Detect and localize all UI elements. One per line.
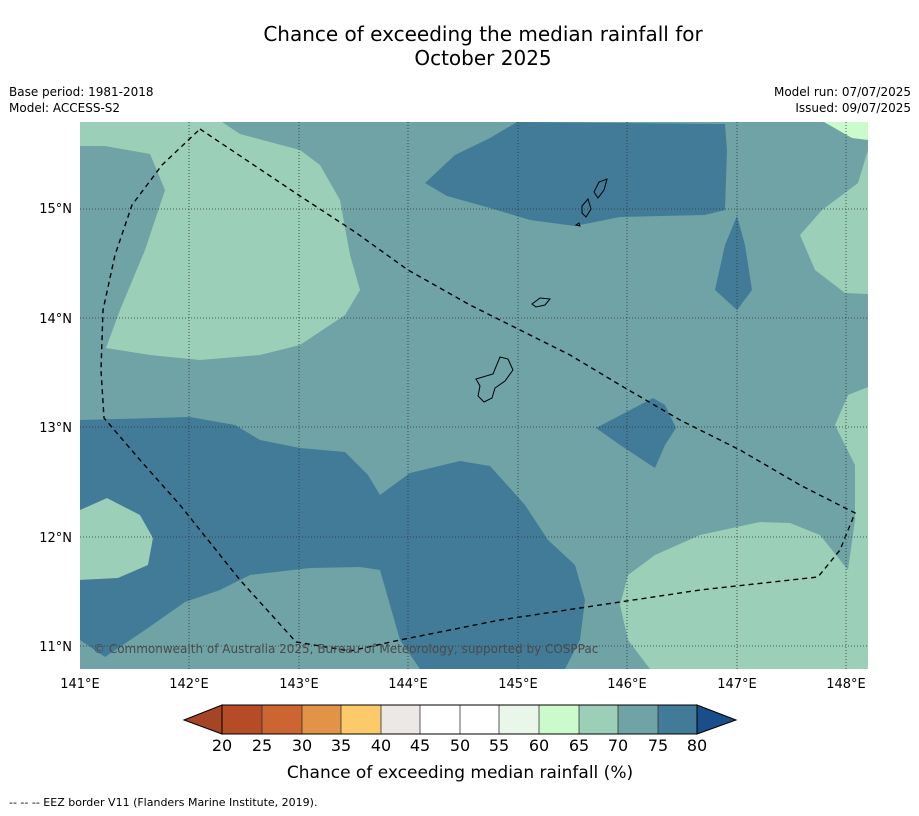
- colorbar-tick-45: 45: [410, 736, 430, 755]
- meta-left: Base period: 1981-2018 Model: ACCESS-S2: [9, 84, 154, 116]
- model-run-text: Model run: 07/07/2025: [773, 85, 911, 99]
- x-tick-147: 147°E: [717, 677, 757, 692]
- colorbar-30-35: [302, 705, 341, 734]
- colorbar-40-45: [381, 705, 420, 734]
- contour-65-70-northwest: [80, 122, 360, 360]
- colorbar-high-extension: [696, 704, 738, 735]
- x-tick-142: 142°E: [169, 677, 209, 692]
- base-period-text: Base period: 1981-2018: [9, 85, 154, 99]
- colorbar-tick-35: 35: [331, 736, 351, 755]
- colorbar-35-40: [341, 705, 381, 734]
- model-text: Model: ACCESS-S2: [9, 101, 121, 115]
- meta-right: Model run: 07/07/2025 Issued: 09/07/2025: [774, 84, 911, 116]
- x-tick-145: 145°E: [498, 677, 538, 692]
- colorbar-tick-60: 60: [529, 736, 549, 755]
- colorbar: 20 25 30 35 40 45 50 55 60 65 70 75 80 C…: [182, 704, 738, 783]
- colorbar-outline: [221, 704, 698, 735]
- island-tinian: [581, 197, 592, 218]
- contour-75-80-south: [80, 417, 585, 669]
- map-plot-area: [80, 122, 868, 669]
- y-tick-15n: 15°N: [39, 202, 72, 217]
- colorbar-tick-30: 30: [292, 736, 312, 755]
- y-tick-14n: 14°N: [39, 312, 72, 327]
- colorbar-20-25: [222, 705, 262, 734]
- island-guam: [475, 356, 514, 403]
- colorbar-tick-50: 50: [450, 736, 470, 755]
- x-tick-144: 144°E: [388, 677, 428, 692]
- x-tick-146: 146°E: [607, 677, 647, 692]
- contour-65-70-west: [80, 498, 153, 580]
- island-rota: [531, 297, 551, 308]
- colorbar-55-60: [499, 705, 539, 734]
- colorbar-60-65: [539, 705, 579, 734]
- island-aguijan: [574, 222, 581, 227]
- colorbar-dividers: [261, 705, 659, 734]
- colorbar-tick-20: 20: [212, 736, 232, 755]
- y-tick-13n: 13°N: [39, 421, 72, 436]
- map-title-line2: October 2025: [414, 46, 552, 70]
- colorbar-low-extension: [182, 704, 223, 735]
- contour-75-80-north: [425, 122, 727, 226]
- island-saipan: [593, 178, 608, 199]
- colorbar-tick-80: 80: [687, 736, 707, 755]
- colorbar-65-70: [579, 705, 618, 734]
- colorbar-tick-65: 65: [569, 736, 589, 755]
- contour-65-70-southeast: [620, 387, 868, 669]
- colorbar-ticks: 20 25 30 35 40 45 50 55 60 65 70 75 80: [212, 736, 707, 755]
- x-tick-143: 143°E: [279, 677, 319, 692]
- y-tick-12n: 12°N: [39, 531, 72, 546]
- colorbar-45-50: [420, 705, 460, 734]
- colorbar-25-30: [262, 705, 302, 734]
- colorbar-label: Chance of exceeding median rainfall (%): [287, 763, 633, 783]
- colorbar-tick-70: 70: [608, 736, 628, 755]
- x-axis-labels: 141°E 142°E 143°E 144°E 145°E 146°E 147°…: [60, 677, 866, 692]
- contour-75-80-central: [596, 398, 676, 468]
- gridlines: [80, 122, 868, 669]
- colorbar-tick-25: 25: [252, 736, 272, 755]
- eez-footnote: -- -- -- EEZ border V11 (Flanders Marine…: [9, 796, 318, 809]
- map-title: Chance of exceeding the median rainfall …: [0, 22, 919, 70]
- y-axis-labels: 15°N 14°N 13°N 12°N 11°N: [39, 202, 72, 655]
- colorbar-50-55: [460, 705, 499, 734]
- contour-75-80-east-lobe: [715, 216, 752, 310]
- colorbar-70-75: [618, 705, 658, 734]
- copyright-text: © Commonwealth of Australia 2025, Bureau…: [93, 642, 598, 656]
- colorbar-tick-40: 40: [371, 736, 391, 755]
- colorbar-tick-75: 75: [648, 736, 668, 755]
- colorbar-75-80: [658, 705, 697, 734]
- issued-text: Issued: 09/07/2025: [795, 101, 911, 115]
- colorbar-tick-55: 55: [489, 736, 509, 755]
- y-tick-11n: 11°N: [39, 640, 72, 655]
- x-tick-148: 148°E: [826, 677, 866, 692]
- map-title-line1: Chance of exceeding the median rainfall …: [263, 22, 703, 46]
- x-tick-141: 141°E: [60, 677, 100, 692]
